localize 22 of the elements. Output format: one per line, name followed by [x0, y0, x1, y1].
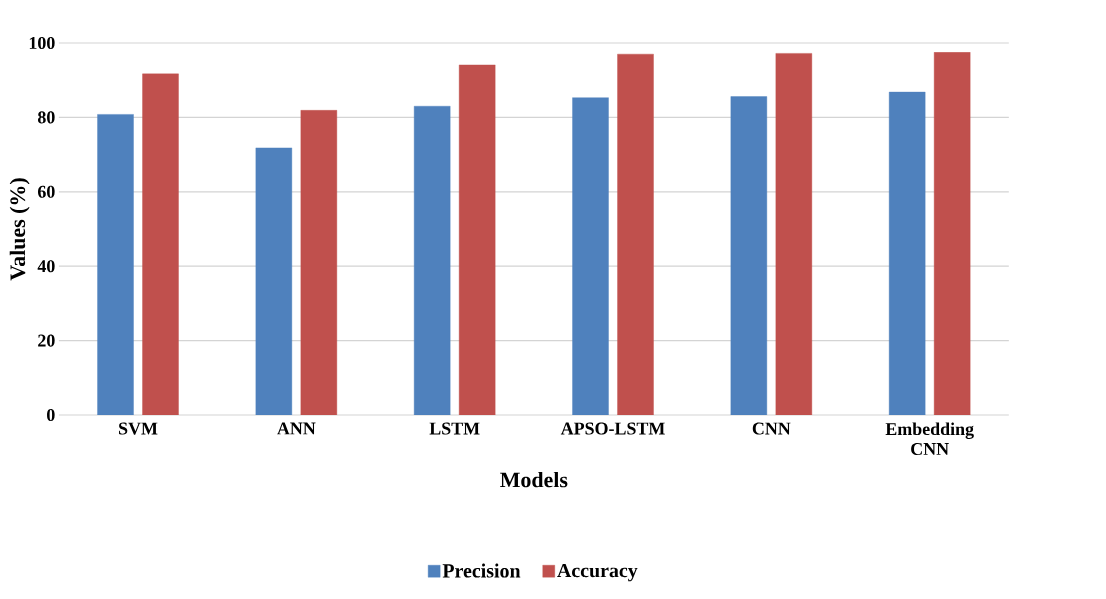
x-tick-label: ANN — [277, 422, 316, 435]
bar — [617, 53, 654, 415]
y-tick-label: 40 — [37, 260, 55, 273]
y-tick-label: 60 — [38, 185, 55, 198]
y-axis-title: Values (%) — [9, 178, 30, 281]
x-tick-label: SVM — [119, 422, 158, 435]
x-tick-label: CNN — [752, 422, 791, 435]
bar — [142, 73, 179, 415]
y-tick-label: 0 — [47, 408, 55, 422]
bar — [458, 64, 496, 415]
x-tick-label: Embedding CNN — [885, 422, 974, 456]
x-axis-title: Models — [500, 471, 568, 488]
bar — [775, 53, 813, 415]
x-tick-label: LSTM — [429, 422, 480, 435]
bar — [933, 52, 971, 415]
y-tick-label: 20 — [38, 334, 55, 347]
legend-label: Accuracy — [557, 563, 638, 582]
x-tick-label: APSO-LSTM — [560, 422, 665, 435]
legend-label: Precision — [442, 563, 521, 578]
y-tick-label: 80 — [37, 111, 55, 124]
bar — [300, 110, 338, 415]
y-tick-label: 100 — [29, 36, 55, 50]
